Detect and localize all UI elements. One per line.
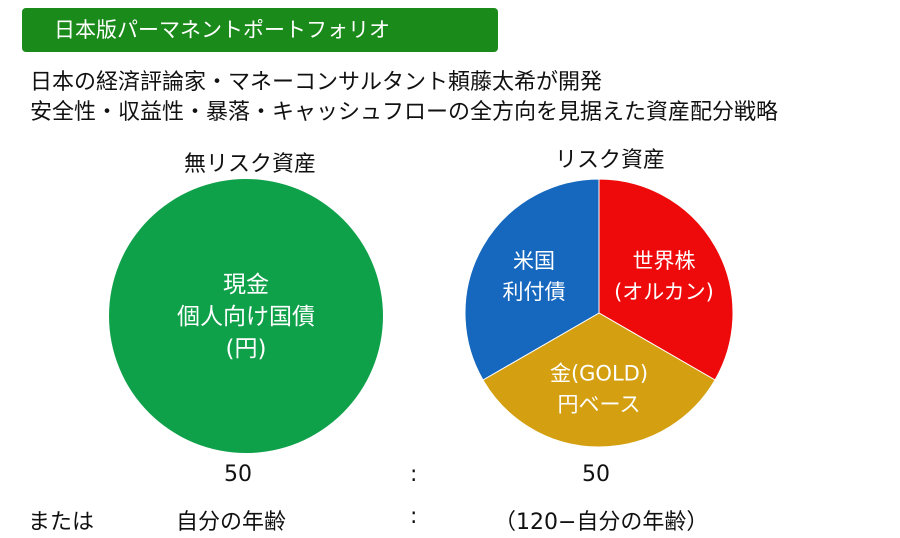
- cash-bonds-label-line: 個人向け国債: [177, 304, 315, 330]
- pie-slice-label-0: 世界株: [632, 249, 695, 273]
- pie-slice-label-2: 利付債: [503, 280, 566, 304]
- pie-slice-0: [598, 178, 734, 381]
- pie-slice-2: [464, 178, 600, 381]
- alternative-separator: :: [410, 504, 418, 529]
- ratio-right-value: 50: [582, 462, 610, 487]
- title-banner: 日本版パーマネントポートフォリオ: [22, 8, 498, 52]
- description-line-2: 安全性・収益性・暴落・キャッシュフローの全方向を見据えた資産配分戦略: [30, 100, 779, 125]
- alternative-left-value: 自分の年齢: [176, 510, 287, 535]
- ratio-separator: :: [410, 462, 418, 487]
- cash-bonds-label-line: (円): [226, 336, 267, 362]
- alternative-prefix: または: [28, 510, 95, 535]
- pie-slice-label-1: 円ベース: [558, 393, 641, 417]
- risk-assets-label: リスク資産: [554, 148, 665, 173]
- pie-slice-label-0: (オルカン): [614, 280, 714, 304]
- cash-bonds-label-line: 現金: [223, 272, 269, 298]
- risk-free-assets-label: 無リスク資産: [183, 152, 316, 177]
- ratio-left-value: 50: [224, 462, 252, 487]
- pie-slice-1: [482, 312, 716, 448]
- pie-slice-label-2: 米国: [513, 249, 555, 273]
- description-line-1: 日本の経済評論家・マネーコンサルタント頼藤太希が開発: [30, 70, 603, 95]
- pie-slice-label-1: 金(GOLD): [550, 362, 648, 386]
- alternative-right-value: （120−自分の年齢）: [494, 510, 709, 535]
- cash-bonds-circle: [109, 179, 383, 453]
